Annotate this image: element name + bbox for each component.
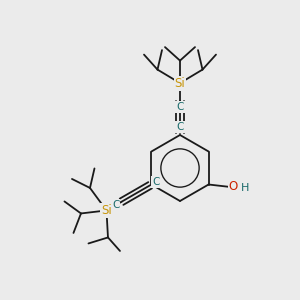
Text: O: O: [229, 180, 238, 194]
Text: Si: Si: [101, 204, 112, 217]
Text: Si: Si: [175, 76, 185, 90]
Text: C: C: [112, 200, 119, 210]
Text: C: C: [176, 122, 184, 132]
Text: C: C: [152, 177, 160, 187]
Text: C: C: [176, 102, 184, 112]
Text: H: H: [240, 183, 249, 194]
